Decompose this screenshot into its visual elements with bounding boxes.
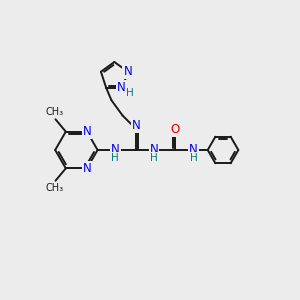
Text: H: H [150, 153, 158, 163]
Text: N: N [117, 81, 126, 94]
Text: N: N [111, 143, 120, 157]
Text: N: N [82, 125, 91, 138]
Text: N: N [82, 162, 91, 175]
Text: N: N [189, 143, 198, 157]
Text: O: O [171, 124, 180, 136]
Text: N: N [123, 65, 132, 78]
Text: CH₃: CH₃ [46, 183, 64, 193]
Text: H: H [126, 88, 134, 98]
Text: H: H [111, 153, 119, 163]
Text: CH₃: CH₃ [46, 107, 64, 117]
Text: N: N [150, 143, 158, 157]
Text: H: H [190, 153, 197, 163]
Text: N: N [131, 119, 140, 132]
